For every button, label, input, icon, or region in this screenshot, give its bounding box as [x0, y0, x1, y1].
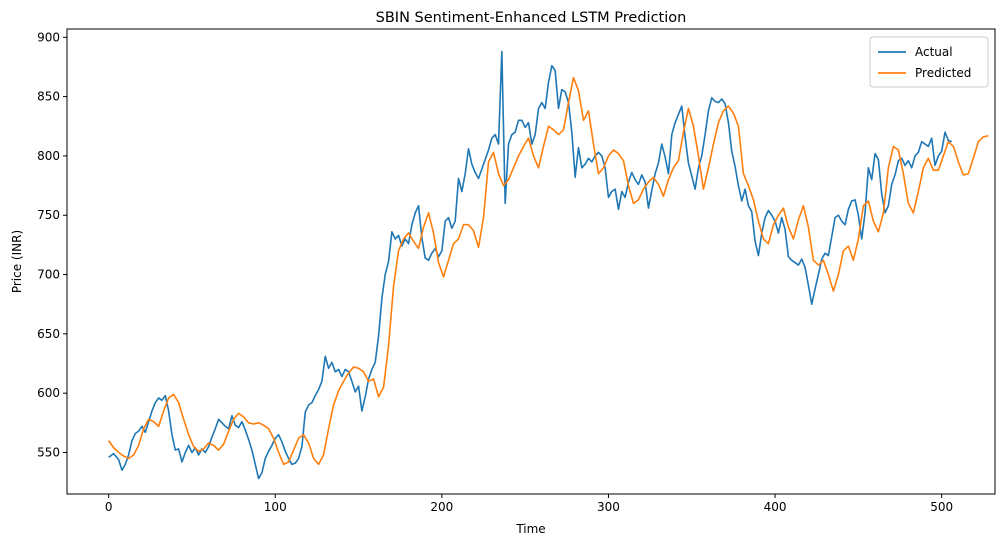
y-tick-label: 650: [37, 327, 60, 341]
x-axis: 0 100 200 300 400 500: [105, 494, 953, 514]
y-tick-label: 700: [37, 268, 60, 282]
y-tick-label: 900: [37, 30, 60, 44]
y-tick-label: 550: [37, 445, 60, 459]
series-group: [107, 50, 989, 480]
x-tick-label: 300: [597, 500, 620, 514]
legend: Actual Predicted: [869, 36, 989, 88]
legend-label-actual: Actual: [915, 45, 953, 59]
x-tick-label: 500: [930, 500, 953, 514]
series-line-actual: [108, 50, 952, 480]
series-line-predicted: [107, 76, 989, 466]
y-tick-label: 600: [37, 386, 60, 400]
y-tick-label: 750: [37, 208, 60, 222]
legend-box: [869, 36, 989, 88]
plot-frame: [66, 28, 996, 495]
x-tick-label: 400: [764, 500, 787, 514]
x-tick-label: 0: [105, 500, 113, 514]
legend-label-predicted: Predicted: [915, 66, 971, 80]
chart-title: SBIN Sentiment-Enhanced LSTM Prediction: [376, 10, 687, 26]
y-tick-label: 850: [37, 90, 60, 104]
y-tick-label: 800: [37, 149, 60, 163]
x-tick-label: 100: [264, 500, 287, 514]
x-axis-label: Time: [515, 522, 545, 536]
y-axis-label: Price (INR): [10, 230, 24, 293]
x-tick-label: 200: [430, 500, 453, 514]
y-axis: 550 600 650 700 750 800 850 900: [37, 30, 67, 459]
